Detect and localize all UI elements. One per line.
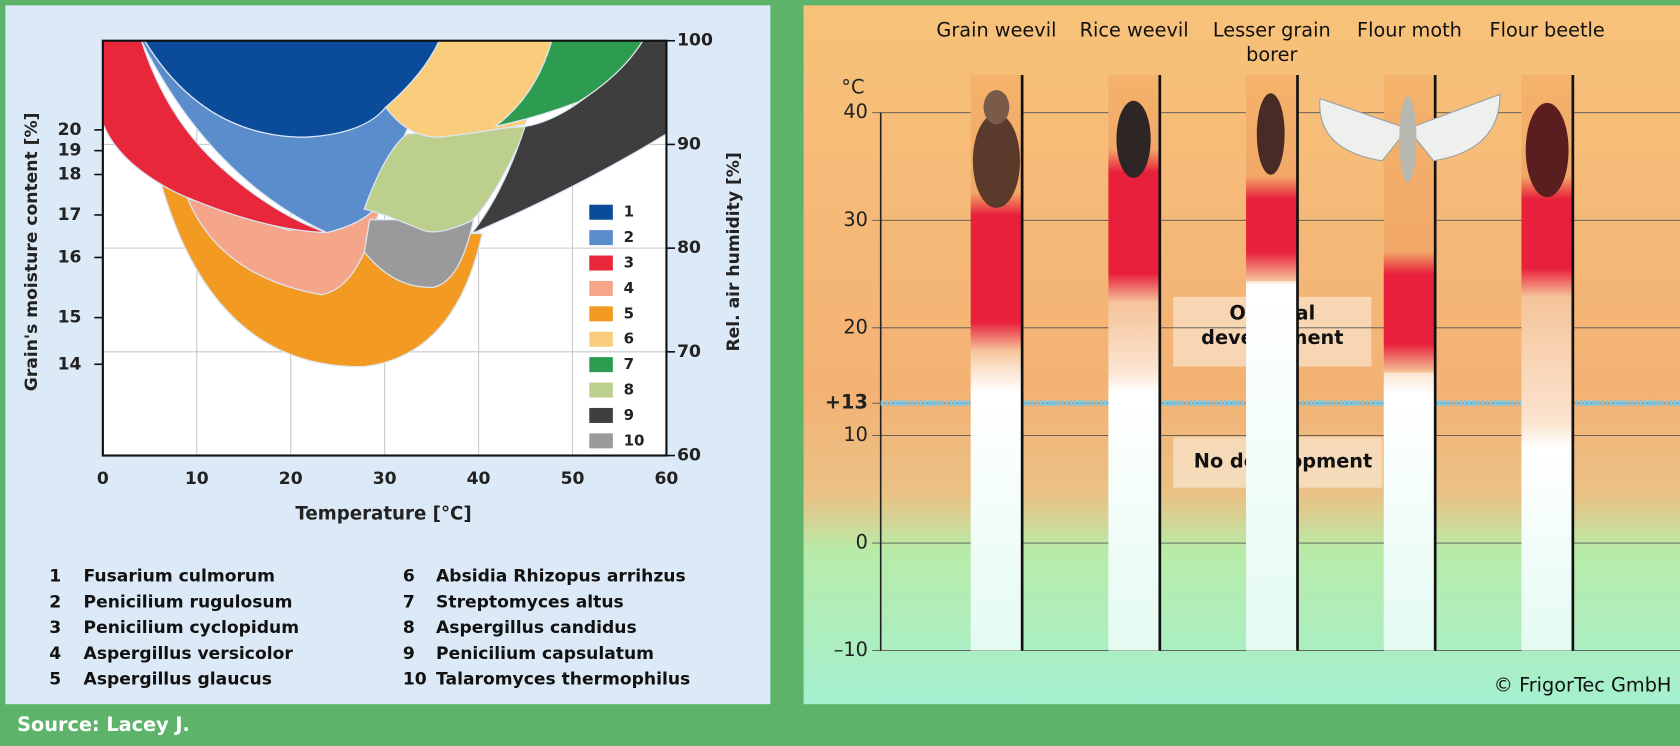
category-label: Lesser grain borer — [1212, 19, 1331, 66]
unit: °C — [841, 75, 864, 98]
category-text: Grain weevil — [936, 19, 1057, 42]
legend-swatch — [589, 306, 613, 322]
region — [143, 40, 441, 138]
legend-swatch — [589, 204, 613, 220]
legend-label: 9 — [624, 406, 634, 424]
regions — [102, 40, 668, 368]
y-tick-label: 30 — [843, 208, 868, 231]
legend-label: 3 — [624, 254, 634, 272]
y-tick-label: 16 — [58, 247, 82, 267]
region — [363, 125, 529, 233]
key-number: 3 — [49, 618, 61, 638]
legend-swatch — [589, 280, 613, 296]
key-number: 8 — [403, 618, 415, 638]
key-number: 4 — [49, 644, 61, 664]
category-text: Lesser grain borer — [1212, 19, 1331, 66]
key-name: Aspergillus versicolor — [84, 644, 294, 664]
y-tick-label: +13 — [825, 391, 868, 414]
y-tick-label: 10 — [843, 423, 868, 446]
y2-tick-label: 90 — [677, 134, 701, 154]
legend-label: 5 — [624, 304, 634, 322]
x-tick-label: 10 — [185, 469, 209, 489]
y-tick-label: 40 — [843, 100, 868, 123]
y-tick-label: 17 — [58, 205, 82, 225]
legend-swatch — [589, 407, 613, 423]
legend-label: 2 — [624, 228, 634, 246]
x-axis-title: Temperature [°C] — [295, 503, 471, 524]
region — [363, 219, 475, 288]
source: Source: Lacey J. — [17, 713, 190, 736]
legend-label: 10 — [624, 431, 645, 449]
y-tick-label: 0 — [856, 531, 868, 554]
x-tick-label: 0 — [97, 469, 109, 489]
key-name: Fusarium culmorum — [84, 567, 275, 587]
insect — [1256, 93, 1285, 175]
credit: © FrigorTec GmbH — [1494, 673, 1672, 696]
key-number: 7 — [403, 592, 415, 612]
legend-swatch — [589, 255, 613, 271]
y-tick-label: 15 — [58, 308, 82, 328]
key-number: 2 — [49, 592, 61, 612]
category-label: Grain weevil — [936, 19, 1057, 42]
category-text: Rice weevil — [1079, 19, 1189, 42]
key-number: 10 — [403, 670, 427, 690]
key-number: 5 — [49, 670, 61, 690]
insect-illustrations — [972, 90, 1569, 208]
key-name: Talaromyces thermophilus — [436, 670, 690, 690]
key-name: Penicilium capsulatum — [436, 644, 654, 664]
insect — [972, 113, 1020, 208]
y-tick-label: 14 — [58, 354, 82, 374]
key-name: Aspergillus candidus — [436, 618, 637, 638]
key-name: Streptomyces altus — [436, 592, 624, 612]
y-axis-title: Grain's moisture content [%] — [22, 113, 42, 392]
legend-swatch — [589, 433, 613, 449]
y-tick-label: 18 — [58, 165, 82, 185]
category-label: Flour beetle — [1489, 19, 1605, 42]
x-tick-label: 30 — [373, 469, 397, 489]
legend-swatch — [589, 357, 613, 373]
legend-label: 1 — [624, 203, 634, 221]
key-name: Aspergillus glaucus — [84, 670, 272, 690]
region — [494, 40, 645, 128]
legend-swatch — [589, 331, 613, 347]
y2-axis-title: Rel. air humidity [%] — [724, 152, 744, 351]
key-name: Penicilium rugulosum — [84, 592, 293, 612]
y-tick-label: 20 — [843, 315, 868, 338]
x-tick-label: 40 — [467, 469, 491, 489]
key-number: 9 — [403, 644, 415, 664]
insect — [1319, 93, 1501, 162]
key-number: 6 — [403, 567, 415, 587]
category-text: Flour moth — [1356, 19, 1462, 42]
y2-tick-label: 70 — [677, 342, 701, 362]
x-tick-label: 20 — [279, 469, 303, 489]
key-name: Penicilium cyclopidum — [84, 618, 299, 638]
y-tick-label: 19 — [58, 141, 82, 161]
insect — [1116, 100, 1151, 178]
insect — [1399, 96, 1417, 183]
insect — [983, 90, 1010, 125]
y-tick-label: –10 — [834, 638, 868, 661]
x-tick-label: 60 — [655, 469, 679, 489]
y2-tick-label: 100 — [677, 31, 713, 51]
legend-label: 4 — [624, 279, 634, 297]
legend-label: 7 — [624, 355, 634, 373]
legend-label: 6 — [624, 330, 634, 348]
y-tick-label: 20 — [58, 120, 82, 140]
y2-tick-label: 60 — [677, 446, 701, 466]
insect — [1525, 102, 1569, 198]
key-name: Absidia Rhizopus arrihzus — [436, 567, 686, 587]
category-label: Rice weevil — [1079, 19, 1189, 42]
legend-swatch — [589, 230, 613, 246]
category-text: Flour beetle — [1489, 19, 1605, 42]
x-tick-label: 50 — [561, 469, 585, 489]
legend-swatch — [589, 382, 613, 398]
legend-label: 8 — [624, 381, 634, 399]
y2-tick-label: 80 — [677, 238, 701, 258]
key-number: 1 — [49, 567, 61, 587]
category-label: Flour moth — [1356, 19, 1462, 42]
